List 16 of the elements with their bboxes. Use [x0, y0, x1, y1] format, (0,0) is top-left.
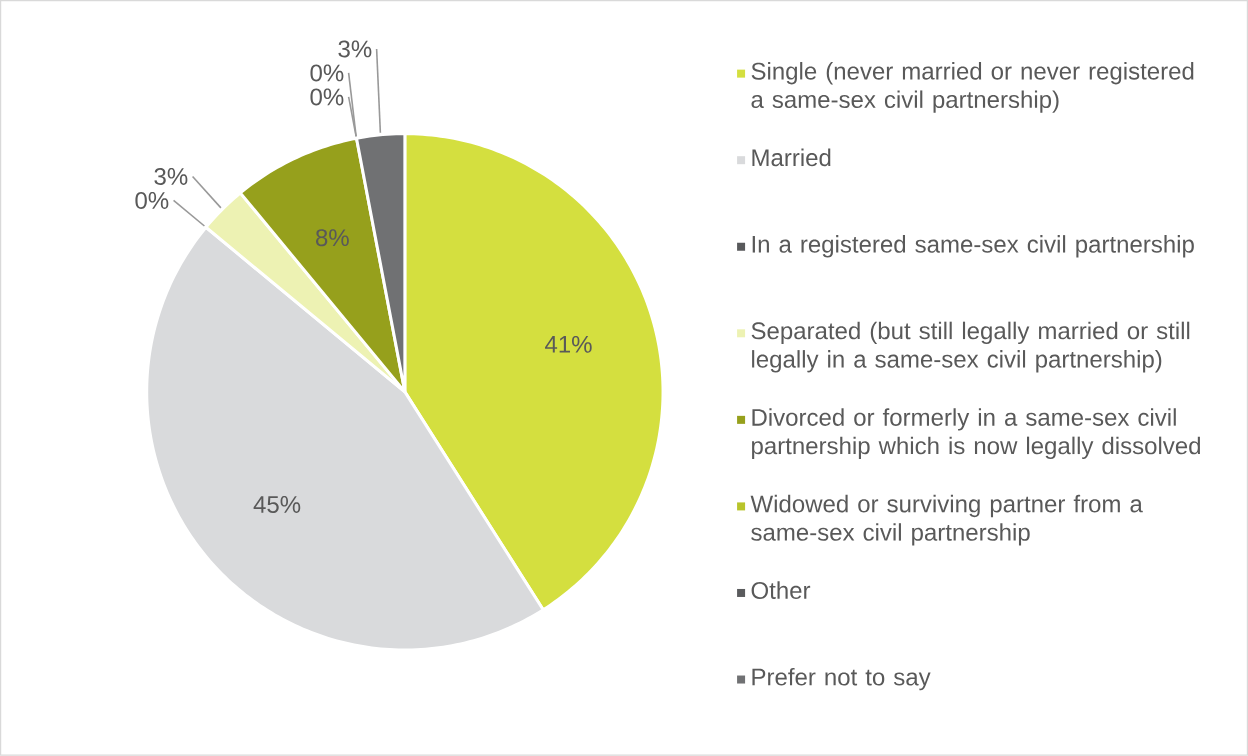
legend-label: In a registered same-sex civil partnership: [752, 235, 1194, 258]
legend-label: Married: [752, 148, 831, 167]
text: 0%: [135, 192, 169, 210]
legend-label: Prefer not to say: [752, 668, 931, 691]
text: 0%: [310, 64, 344, 82]
data-label: 3%: [338, 40, 372, 58]
legend-label: Other: [751, 581, 811, 600]
legend-label: Separated (but still legally married or still legally in a same-sex civil partnership): [751, 321, 1190, 373]
data-label: 45%: [253, 496, 301, 514]
data-label: 41%: [545, 336, 592, 353]
data-label: 3%: [154, 168, 188, 186]
legend-label: Widowed or surviving partner from a same-sex civil partnership: [750, 494, 1143, 546]
text: 0%: [310, 88, 344, 106]
data-label: 8%: [316, 229, 349, 247]
legend-label: Single (never married or never registered a same-sex civil partnership): [751, 62, 1194, 113]
legend-label: Divorced or formerly in a same-sex civil partnership which is now legally dissolved: [752, 408, 1200, 460]
